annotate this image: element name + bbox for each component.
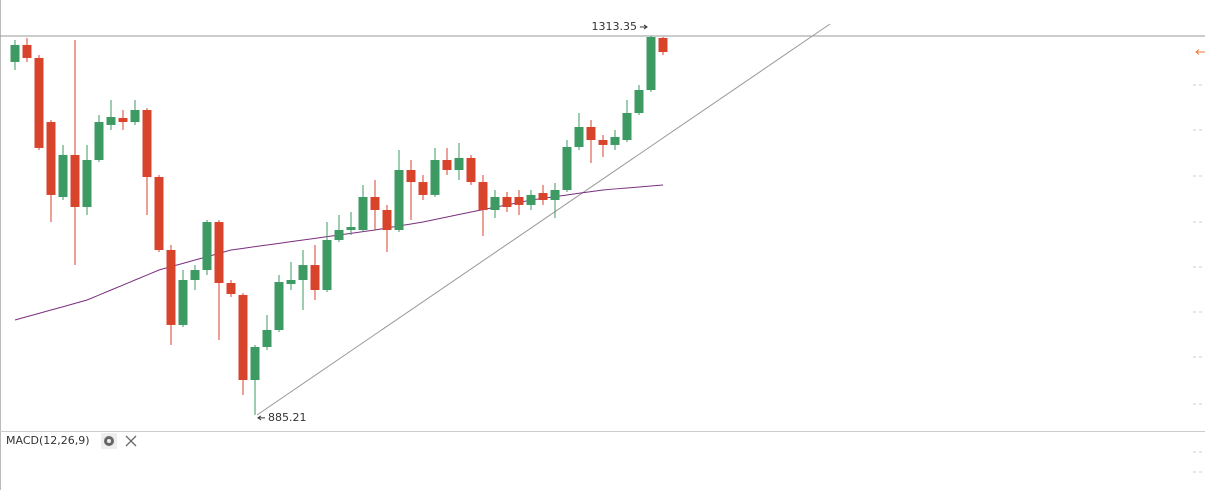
candle-body — [298, 265, 308, 280]
label-arrow-head — [643, 24, 648, 30]
candle-body — [262, 330, 272, 347]
candle-body — [58, 154, 68, 197]
candle-body — [466, 157, 476, 183]
candle-body — [10, 44, 20, 62]
candle-body — [310, 265, 320, 290]
candle-body — [574, 126, 584, 147]
candle-body — [226, 283, 236, 294]
candle-body — [538, 193, 548, 200]
candle-body — [214, 222, 224, 284]
candle-body — [106, 116, 116, 125]
candle-body — [394, 170, 404, 230]
candle-body — [526, 194, 536, 205]
candle-body — [646, 36, 656, 90]
gear-hole[interactable] — [107, 439, 111, 443]
candle-body — [334, 230, 344, 240]
candle-body — [250, 346, 260, 380]
candle-body — [634, 90, 644, 114]
candle-body — [274, 282, 284, 330]
candle-body — [322, 240, 332, 290]
candle-body — [70, 154, 80, 207]
candle-body — [154, 176, 164, 250]
right-arrow-marker — [1195, 49, 1205, 55]
trend-line[interactable] — [256, 23, 831, 416]
candle-body — [178, 280, 188, 325]
candle-body — [658, 37, 668, 53]
candle-body — [46, 122, 56, 195]
candle-body — [442, 160, 452, 170]
candle-body — [478, 182, 488, 210]
candle-body — [430, 160, 440, 195]
candle-body — [202, 222, 212, 270]
candle-body — [490, 196, 500, 210]
candle-body — [610, 136, 620, 145]
close-icon[interactable] — [125, 435, 137, 447]
candle-body — [34, 57, 44, 148]
indicator-label: MACD(12,26,9) — [6, 434, 90, 447]
candle-body — [190, 270, 200, 280]
candle-body — [118, 117, 128, 123]
candle-body — [370, 196, 380, 210]
candle-body — [238, 294, 248, 380]
candle-body — [22, 44, 32, 58]
candle-body — [502, 196, 512, 207]
candle-body — [622, 113, 632, 140]
candle-body — [598, 140, 608, 145]
candle-body — [454, 157, 464, 170]
arrow-head — [1195, 49, 1200, 55]
settings-icon[interactable] — [101, 433, 117, 449]
candle-body — [562, 146, 572, 190]
candle-body — [346, 226, 356, 230]
max-price-label: 1313.35 — [592, 20, 638, 33]
candle-body — [418, 182, 428, 195]
label-arrow-head — [257, 415, 262, 421]
price-grid — [1193, 84, 1205, 473]
candle-body — [130, 110, 140, 123]
close-stroke[interactable] — [125, 435, 137, 447]
candle-body — [94, 122, 104, 160]
candle-body — [550, 190, 560, 200]
candle-body — [406, 170, 416, 183]
candle-body — [286, 280, 296, 284]
candle-body — [586, 126, 596, 140]
min-price-label: 885.21 — [268, 411, 307, 424]
candle-body — [82, 160, 92, 207]
candle-body — [142, 110, 152, 177]
candle-body — [166, 250, 176, 325]
candle-body — [382, 210, 392, 230]
candle-body — [358, 196, 368, 230]
candle-body — [514, 196, 524, 205]
